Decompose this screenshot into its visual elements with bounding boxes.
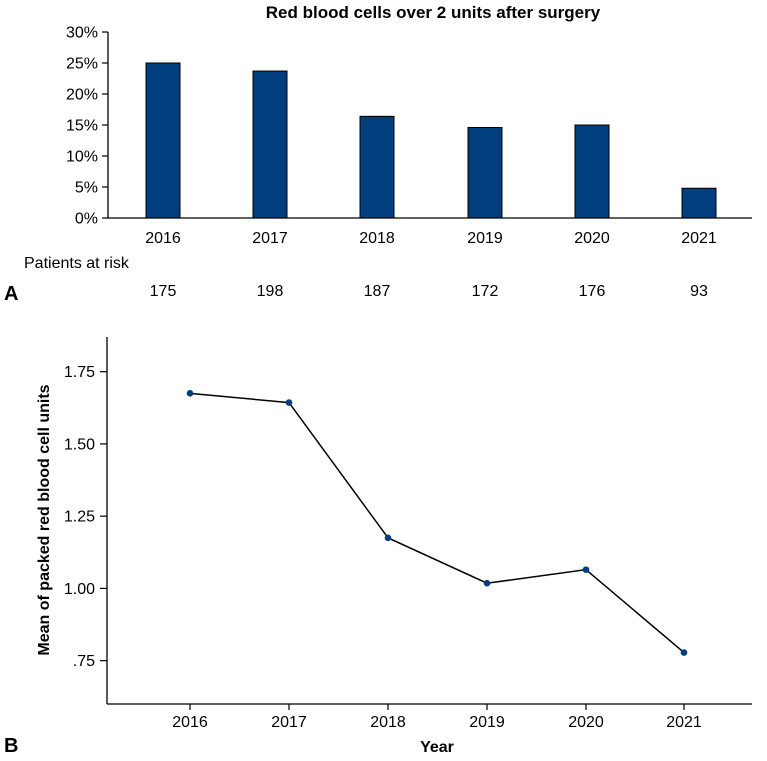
chart-b-point-2018	[384, 534, 392, 542]
risk-table-value: 175	[150, 283, 177, 300]
panel-label-a: A	[4, 283, 18, 305]
chart-a-bar-2021	[681, 187, 717, 219]
chart-a-y-ticks: 0% 5% 10% 15% 20% 25% 30%	[66, 25, 108, 228]
chart-a-y-tick-label: 10%	[66, 149, 98, 166]
chart-a-x-tick-label: 2019	[467, 230, 503, 247]
chart-b-y-tick-label: 1.75	[64, 364, 95, 381]
chart-a-y-tick-label: 15%	[66, 118, 98, 135]
chart-a-title: Red blood cells over 2 units after surge…	[266, 3, 601, 22]
chart-b-point-2017	[285, 399, 293, 406]
chart-b-x-tick-label: 2020	[568, 714, 604, 731]
risk-table-value: 172	[472, 283, 499, 300]
chart-a-bar-2016	[145, 62, 181, 219]
chart-a-bar-2017	[252, 70, 288, 219]
chart-b-y-tick-label: 1.25	[64, 509, 95, 526]
chart-a-x-tick-label: 2021	[681, 230, 717, 247]
chart-b-y-tick-label: 1.50	[64, 436, 95, 453]
chart-b-y-axis-label: Mean of packed red blood cell units	[36, 384, 53, 655]
chart-b-point-2021	[680, 649, 688, 656]
chart-b-point-2020	[582, 566, 590, 573]
chart-b-x-tick-label: 2019	[469, 714, 505, 731]
chart-a-x-tick-label: 2018	[359, 230, 395, 247]
chart-b-point-2016	[186, 390, 194, 397]
chart-b-x-tick-label: 2021	[666, 714, 702, 731]
chart-a-y-tick-label: 0%	[75, 211, 98, 228]
chart-b-x-tick-labels: 2016 2017 2018 2019 2020 2021	[172, 704, 702, 731]
chart-b-point-2019	[483, 579, 491, 587]
chart-b-x-tick-label: 2018	[370, 714, 406, 731]
chart-b-y-ticks: .75 1.00 1.25 1.50 1.75	[64, 364, 107, 670]
chart-a-y-tick-label: 5%	[75, 180, 98, 197]
chart-a-x-tick-label: 2017	[252, 230, 288, 247]
chart-a-bar-2018	[359, 115, 395, 219]
chart-a-x-tick-label: 2016	[145, 230, 181, 247]
risk-table-value: 93	[690, 283, 708, 300]
chart-b-series-line	[189, 392, 685, 654]
risk-table-label: Patients at risk	[24, 255, 130, 272]
chart-a-bar-2020	[574, 124, 610, 219]
chart-a-y-tick-label: 30%	[66, 25, 98, 42]
chart-a-y-tick-label: 20%	[66, 87, 98, 104]
chart-b-x-tick-label: 2017	[271, 714, 307, 731]
chart-a-x-tick-labels: 2016 2017 2018 2019 2020 2021	[145, 230, 717, 247]
risk-table-value: 176	[579, 283, 606, 300]
risk-table-value: 187	[364, 283, 391, 300]
chart-b-x-tick-label: 2016	[172, 714, 208, 731]
risk-table-values: 175 198 187 172 176 93	[150, 283, 708, 300]
chart-b-series	[186, 390, 688, 656]
chart-a-bar-2019	[467, 126, 503, 219]
chart-a-x-tick-label: 2020	[574, 230, 610, 247]
risk-table-value: 198	[257, 283, 284, 300]
chart-b-y-tick-label: .75	[73, 653, 95, 670]
chart-b-y-tick-label: 1.00	[64, 581, 95, 598]
chart-b-x-axis-label: Year	[420, 739, 454, 756]
chart-a-bars	[145, 62, 717, 219]
chart-a-y-tick-label: 25%	[66, 56, 98, 73]
panel-label-b: B	[4, 735, 18, 757]
